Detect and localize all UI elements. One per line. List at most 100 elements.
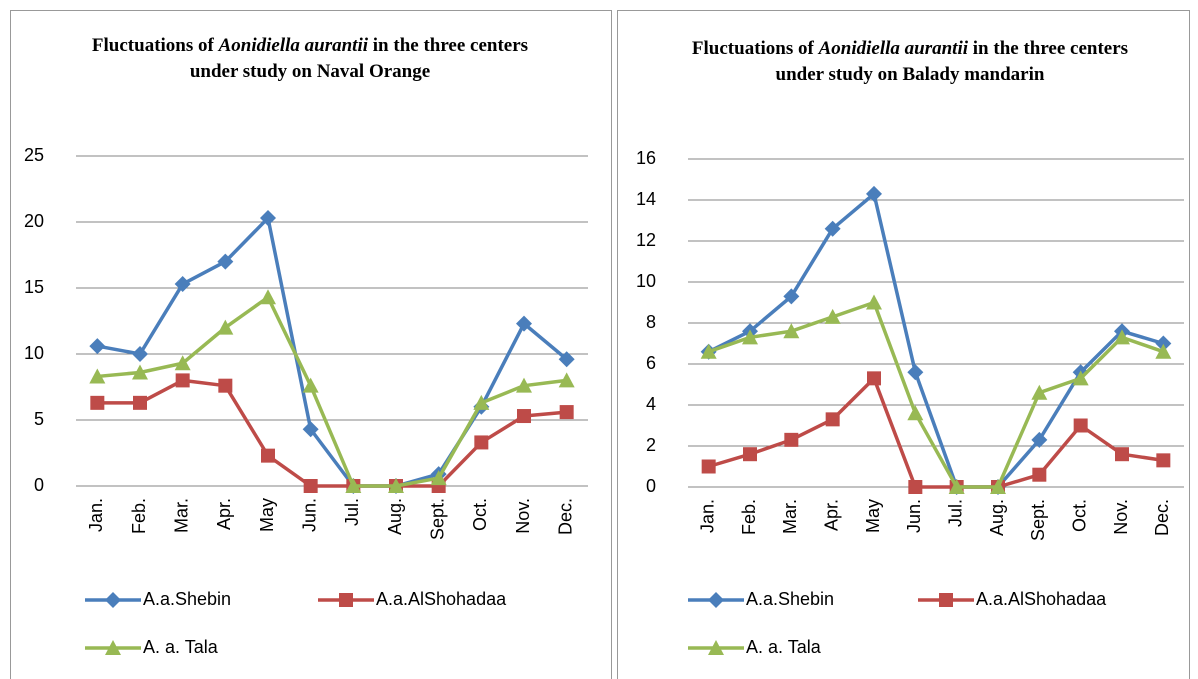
marker [516, 315, 532, 332]
marker [105, 640, 121, 655]
marker [824, 220, 841, 237]
x-tick-label: Feb. [129, 498, 149, 534]
marker [825, 412, 840, 427]
marker [1115, 447, 1129, 462]
chart-title: Fluctuations of Aonidiella aurantii in t… [690, 36, 1130, 88]
legend-label: A. a. Tala [143, 637, 219, 657]
marker [1156, 453, 1171, 468]
marker [89, 338, 106, 355]
marker [217, 319, 234, 335]
marker [559, 405, 574, 420]
series-line [707, 192, 1164, 489]
x-tick-label: Dec. [1152, 499, 1172, 536]
series-line [97, 295, 567, 488]
marker [260, 210, 276, 227]
marker [339, 593, 353, 607]
marker [175, 373, 190, 388]
marker [303, 479, 318, 493]
legend-label: A.a.AlShohadaa [376, 589, 507, 609]
marker [174, 276, 191, 293]
y-tick-label: 10 [636, 271, 656, 291]
x-tick-label: Jan. [86, 498, 106, 532]
series-line [708, 300, 1164, 489]
panel-border [617, 10, 1190, 679]
x-tick-label: Mar. [171, 498, 191, 533]
marker [1073, 418, 1088, 433]
legend-label: A.a.Shebin [143, 589, 231, 609]
marker [105, 592, 121, 608]
marker [302, 421, 319, 438]
y-tick-label: 20 [24, 211, 44, 231]
x-tick-label: Feb. [739, 499, 759, 535]
marker [866, 294, 882, 310]
series-line [97, 378, 567, 488]
x-tick-label: Jun. [299, 498, 319, 532]
marker [1031, 431, 1048, 448]
marker [430, 470, 447, 486]
marker [132, 364, 148, 380]
title-part: Fluctuations of [91, 35, 219, 56]
x-tick-label: Sept. [1028, 499, 1048, 541]
x-tick-label: Mar. [780, 499, 800, 534]
marker [948, 479, 965, 494]
y-tick-label: 2 [646, 435, 656, 455]
marker [132, 346, 148, 362]
marker [701, 459, 716, 474]
y-tick-label: 15 [24, 277, 44, 297]
marker [990, 479, 1006, 494]
marker [784, 432, 799, 447]
x-tick-label: Dec. [555, 498, 575, 535]
marker [218, 378, 233, 393]
marker [1032, 467, 1047, 482]
x-tick-label: Sept. [427, 498, 447, 540]
marker [174, 355, 191, 371]
marker [742, 329, 758, 345]
x-tick-label: Nov. [513, 498, 533, 534]
marker [517, 409, 531, 424]
y-tick-label: 12 [636, 230, 656, 250]
marker [743, 447, 757, 462]
marker [1155, 343, 1172, 359]
y-tick-label: 6 [646, 353, 656, 373]
x-tick-label: Jan. [697, 499, 717, 533]
panel-border [10, 10, 612, 679]
title-part: Aonidiella aurantii [218, 35, 369, 56]
marker [783, 288, 800, 305]
marker [708, 592, 724, 608]
marker [1031, 384, 1048, 400]
title-part: in the three centers under study on Nava… [189, 35, 529, 82]
y-tick-label: 16 [636, 148, 656, 168]
marker [907, 364, 924, 381]
marker [939, 593, 953, 607]
marker [217, 253, 234, 270]
y-tick-label: 0 [646, 476, 656, 496]
legend-label: A. a. Tala [746, 637, 822, 657]
marker [89, 368, 106, 384]
title-part: Fluctuations of [691, 38, 819, 59]
x-tick-label: Aug. [987, 499, 1007, 536]
title-part: in the three centers under study on Bala… [775, 38, 1129, 85]
marker [302, 377, 319, 393]
marker [866, 185, 882, 202]
legend-label: A.a.AlShohadaa [976, 589, 1107, 609]
series-line [97, 216, 568, 488]
y-tick-label: 8 [646, 312, 656, 332]
marker [908, 480, 923, 494]
y-tick-label: 14 [636, 189, 656, 209]
x-tick-label: Nov. [1111, 499, 1131, 535]
title-part: Aonidiella aurantii [818, 38, 969, 59]
marker [867, 371, 881, 386]
x-tick-label: May [863, 499, 883, 533]
marker [708, 640, 724, 655]
x-tick-label: Apr. [821, 499, 841, 531]
x-tick-label: Jul. [945, 499, 965, 527]
marker [388, 478, 404, 493]
marker [558, 372, 575, 388]
chart-title: Fluctuations of Aonidiella aurantii in t… [70, 33, 550, 85]
x-tick-label: Jul. [342, 498, 362, 526]
marker [907, 405, 924, 421]
x-tick-label: May [257, 498, 277, 532]
y-tick-label: 0 [34, 475, 44, 495]
y-tick-label: 5 [34, 409, 44, 429]
